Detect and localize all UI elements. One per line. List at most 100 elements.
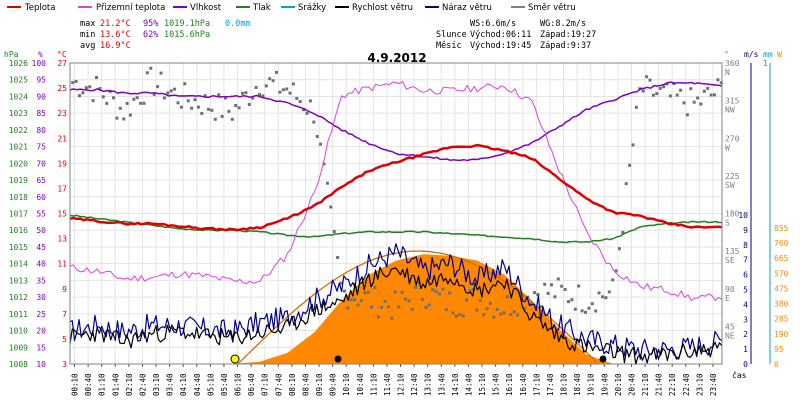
right-axes: 360N315NW270W225SW180S135SE90E45NE109876… (725, 59, 789, 369)
x-tick-label: 16:40 (519, 373, 528, 396)
wind-dir-mark (84, 86, 88, 90)
wind-dir-mark (438, 292, 441, 296)
wind-dir-mark (407, 299, 411, 303)
wind-dir-mark (594, 309, 598, 313)
wind-dir-mark (414, 285, 418, 289)
sol-tick: 570 (774, 269, 789, 278)
x-tick-label: 18:40 (573, 373, 582, 396)
x-tick-label: 12:40 (410, 373, 419, 396)
wind-dir-mark (322, 162, 326, 166)
temp-tick: 3 (62, 360, 67, 369)
hum-tick: 50 (36, 226, 46, 235)
wind-dir-mark (634, 105, 638, 109)
wind-dir-mark (553, 295, 557, 299)
hum-tick: 80 (36, 126, 46, 135)
wind-dir-mark (98, 87, 102, 91)
dir-tick-name: NE (725, 331, 735, 340)
dir-tick-deg: 270 (725, 134, 740, 143)
wind-dir-mark (125, 101, 129, 105)
temp-tick: 17 (57, 184, 67, 193)
rain-top-tick: 1 (763, 59, 768, 68)
x-tick-label: 13:40 (437, 373, 446, 396)
press-tick: 1020 (9, 159, 28, 168)
stats-min-press: 1015.6hPa (164, 30, 210, 40)
wind-dir-mark (526, 295, 530, 299)
wind-dir-mark (217, 93, 221, 97)
wind-dir-mark (139, 101, 143, 105)
wind-dir-mark (383, 299, 387, 303)
x-tick-label: 03:40 (166, 373, 175, 396)
press-tick: 1013 (9, 276, 28, 285)
stats-min-label: min (80, 30, 95, 40)
wind-dir-mark (234, 104, 238, 107)
x-tick-label: 04:10 (179, 373, 188, 396)
wind-dir-mark (601, 295, 604, 299)
wind-tick: 8 (743, 241, 748, 250)
temp-tick: 19 (57, 159, 67, 168)
wind-tick: 3 (743, 315, 748, 324)
moonrise-icon (599, 355, 607, 363)
sunrise-icon (230, 354, 240, 364)
wind-dir-mark (563, 288, 567, 291)
wind-dir-mark (95, 76, 98, 79)
x-tick-label: 09:10 (315, 373, 324, 396)
stats-avg-temp: 16.9°C (100, 41, 131, 51)
wind-dir-mark (482, 313, 486, 317)
wind-dir-mark (91, 99, 95, 103)
temp-tick: 7 (62, 310, 67, 319)
press-tick: 1021 (9, 143, 28, 152)
wind-dir-mark (387, 305, 390, 309)
wind-dir-mark (611, 278, 615, 282)
x-tick-label: 20:40 (627, 373, 636, 396)
wind-dir-mark (81, 91, 85, 95)
stats-min-temp: 13.6°C (100, 30, 131, 40)
wind-dir-mark (281, 88, 285, 92)
wind-dir-mark (305, 111, 309, 115)
wind-dir-mark (288, 91, 292, 95)
wind-dir-mark (424, 305, 428, 309)
wind-dir-mark (135, 96, 139, 100)
wind-dir-mark (556, 277, 560, 281)
wind-dir-mark (366, 290, 370, 294)
series-vlhkost (69, 81, 723, 162)
hum-tick: 10 (36, 360, 46, 369)
wind-dir-mark (505, 295, 509, 299)
wind-dir-mark (179, 105, 183, 109)
wind-dir-mark (560, 284, 564, 288)
wind-dir-mark (590, 302, 594, 306)
x-tick-label: 01:40 (111, 373, 120, 396)
dir-tick-deg: 315 (725, 97, 740, 106)
wind-dir-mark (264, 84, 268, 88)
wind-dir-mark (675, 93, 679, 97)
series-teplota (69, 143, 723, 232)
wind-dir-mark (587, 306, 591, 310)
wind-dir-mark (346, 306, 350, 310)
wind-dir-mark (699, 102, 703, 106)
wind-dir-mark (573, 307, 577, 311)
wind-dir-mark (465, 298, 469, 302)
wind-dir-mark (373, 286, 377, 289)
wind-dir-mark (400, 290, 404, 294)
wind-dir-mark (298, 100, 302, 104)
hum-tick: 60 (36, 193, 46, 202)
wind-dir-mark (370, 305, 373, 309)
dir-tick-deg: 360 (725, 59, 740, 68)
wind-dir-mark (325, 181, 329, 185)
wind-dir-mark (621, 230, 625, 234)
wind-dir-mark (295, 96, 299, 100)
x-tick-label: 14:10 (451, 373, 460, 396)
legend-prizemni-teplota: Přizemní teplota (96, 3, 165, 13)
wind-dir-mark (244, 91, 248, 95)
wind-dir-mark (604, 296, 608, 300)
hum-tick: 55 (36, 210, 46, 219)
legend-srazky: Srážky (298, 3, 326, 13)
wind-dir-mark (268, 77, 272, 81)
wind-dir-mark (651, 93, 655, 97)
wind-dir-mark (312, 120, 316, 124)
wind-dir-mark (71, 81, 75, 85)
stats-max-temp: 21.2°C (100, 19, 131, 29)
wind-ws: WS:6.6m/s (470, 19, 516, 29)
x-tick-label: 19:10 (587, 373, 596, 396)
wind-dir-mark (200, 111, 204, 115)
wind-direction-marks (71, 66, 723, 320)
